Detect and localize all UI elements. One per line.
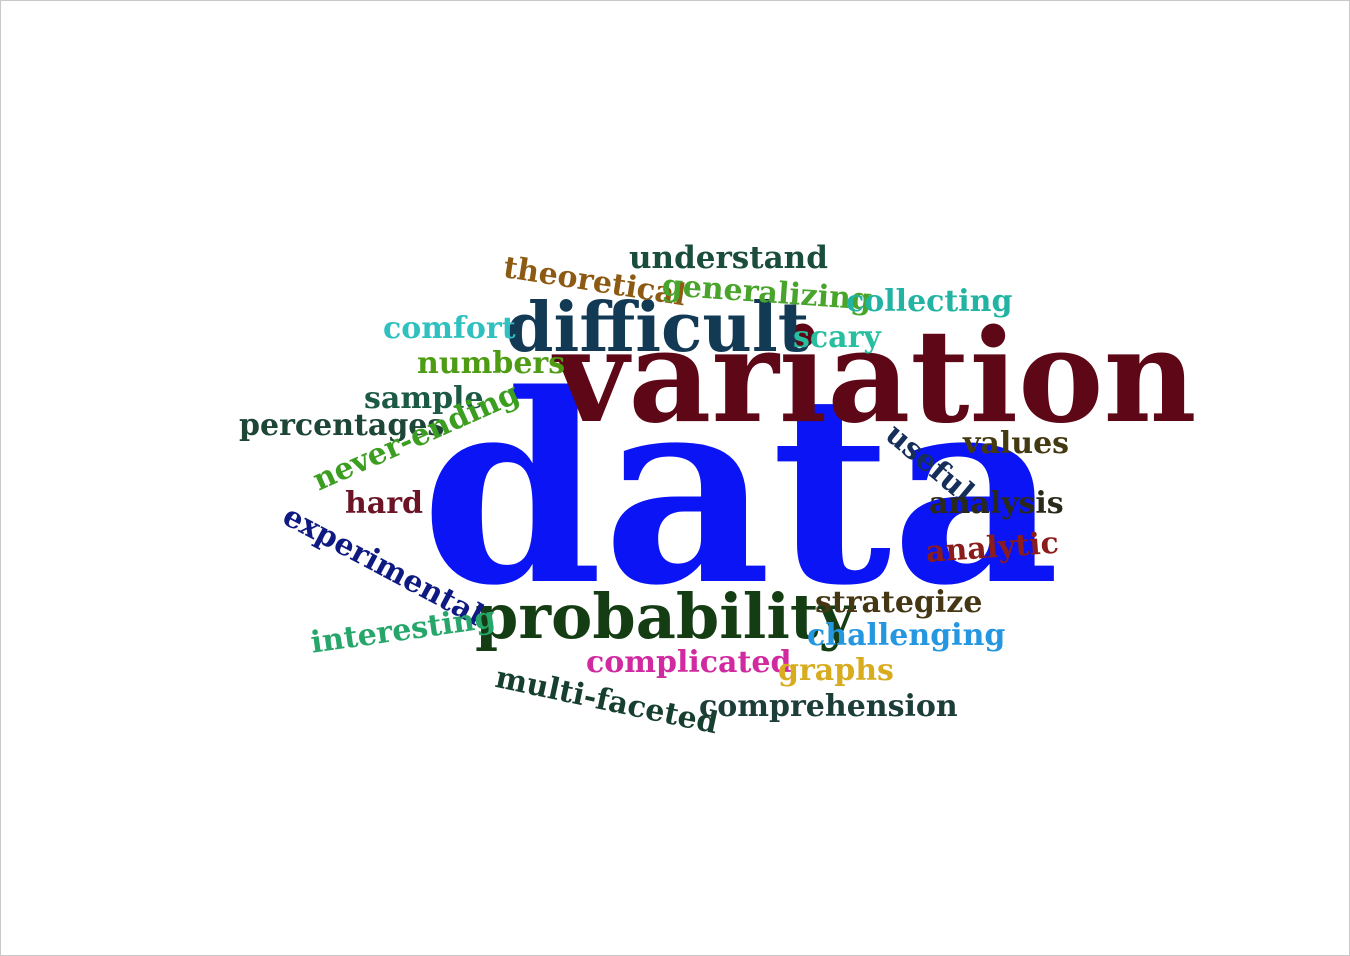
word-numbers: numbers [417,346,566,381]
word-percentages: percentages [239,408,445,443]
word-probability: probability [475,580,855,653]
word-difficult: difficult [506,288,810,368]
word-analytic: analytic [924,525,1060,570]
word-strategize: strategize [815,585,983,620]
word-interesting: interesting [308,600,498,661]
word-comprehension: comprehension [699,689,958,724]
word-challenging: challenging [807,618,1006,653]
word-hard: hard [345,486,424,521]
word-comfort: comfort [383,311,516,346]
word-understand: understand [629,240,828,276]
word-data: data [421,338,1060,643]
word-sample: sample [364,381,484,416]
word-complicated: complicated [586,645,792,680]
word-graphs: graphs [778,653,894,688]
word-values: values [963,426,1070,461]
word-analysis: analysis [929,486,1064,521]
word-collecting: collecting [846,284,1013,319]
word-scary: scary [793,320,881,355]
word-variation: variation [554,302,1197,452]
